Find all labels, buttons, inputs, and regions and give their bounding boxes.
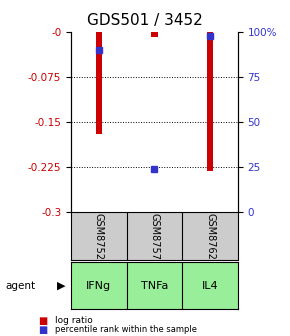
Text: log ratio: log ratio (55, 317, 93, 325)
Text: GSM8752: GSM8752 (94, 213, 104, 259)
Bar (95, 32, 102, 134)
Bar (207, 32, 213, 171)
Text: percentile rank within the sample: percentile rank within the sample (55, 326, 197, 334)
Text: GDS501 / 3452: GDS501 / 3452 (87, 13, 203, 29)
Text: TNFa: TNFa (141, 281, 168, 291)
Text: IFNg: IFNg (86, 281, 111, 291)
Bar (151, 32, 158, 37)
Text: IL4: IL4 (202, 281, 218, 291)
Text: ■: ■ (38, 316, 47, 326)
Text: ▶: ▶ (57, 281, 65, 291)
Text: GSM8762: GSM8762 (205, 213, 215, 259)
Text: agent: agent (6, 281, 36, 291)
Text: GSM8757: GSM8757 (149, 213, 160, 259)
Text: ■: ■ (38, 325, 47, 335)
